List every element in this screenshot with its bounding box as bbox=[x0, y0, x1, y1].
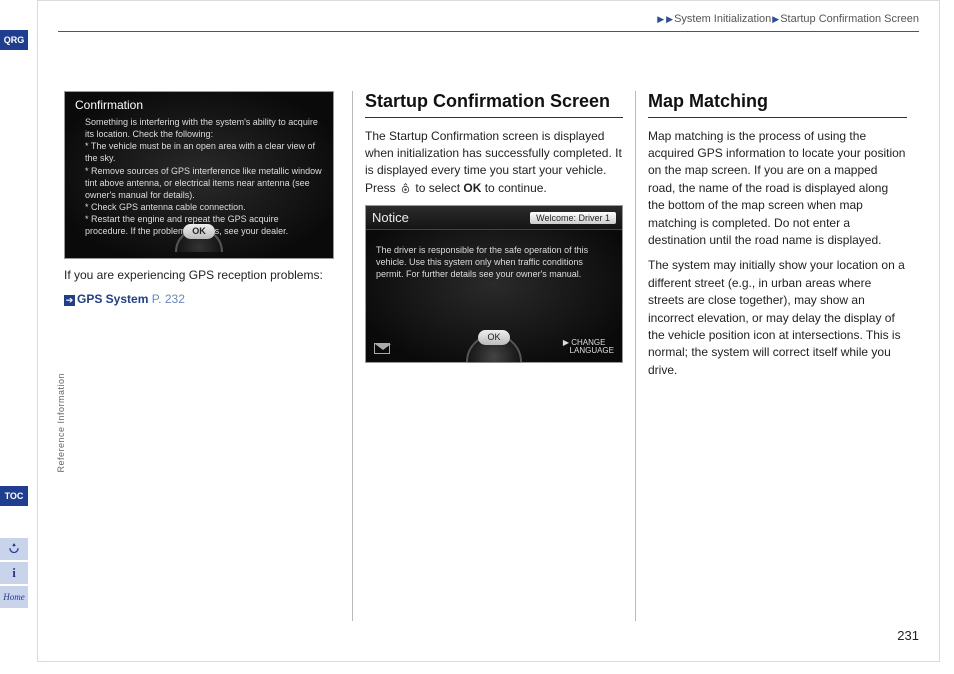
welcome-badge: Welcome: Driver 1 bbox=[530, 212, 616, 224]
dialog-bullet: * Remove sources of GPS interference lik… bbox=[85, 165, 323, 201]
dialog-bullet: * The vehicle must be in an open area wi… bbox=[85, 140, 323, 164]
notice-label: Notice bbox=[372, 210, 409, 225]
change-lang-line2: LANGUAGE bbox=[570, 346, 614, 355]
confirmation-screenshot: Confirmation Something is interfering wi… bbox=[64, 91, 334, 259]
breadcrumb-item[interactable]: System Initialization bbox=[674, 13, 771, 25]
dialog-bullet: * Check GPS antenna cable connection. bbox=[85, 201, 323, 213]
column-1: Confirmation Something is interfering wi… bbox=[64, 91, 352, 621]
text-span: to continue. bbox=[481, 181, 546, 195]
joystick-icon bbox=[399, 182, 412, 195]
chevron-right-icon: ▶ bbox=[665, 14, 674, 24]
cross-reference-link[interactable]: ➔GPS System P. 232 bbox=[64, 292, 338, 306]
chevron-right-icon: ▶ bbox=[656, 14, 665, 24]
voice-icon bbox=[7, 542, 21, 556]
column-2: Startup Confirmation Screen The Startup … bbox=[352, 91, 635, 621]
link-arrow-icon: ➔ bbox=[64, 295, 75, 306]
ok-text: OK bbox=[463, 181, 481, 195]
change-lang-line1: CHANGE bbox=[571, 338, 605, 347]
toc-tab[interactable]: TOC bbox=[0, 486, 28, 506]
section-heading: Startup Confirmation Screen bbox=[365, 91, 623, 118]
page-frame: ▶▶System Initialization▶Startup Confirma… bbox=[37, 0, 940, 662]
notice-message: The driver is responsible for the safe o… bbox=[366, 230, 622, 280]
ref-label: GPS System bbox=[77, 292, 148, 306]
notice-screenshot: Notice Welcome: Driver 1 The driver is r… bbox=[365, 205, 623, 363]
play-icon: ▶ bbox=[563, 338, 571, 347]
content-columns: Confirmation Something is interfering wi… bbox=[64, 91, 919, 621]
dialog-line: Something is interfering with the system… bbox=[85, 116, 323, 140]
dialog-body: Something is interfering with the system… bbox=[75, 116, 323, 237]
breadcrumb-divider bbox=[58, 31, 919, 32]
ok-button[interactable]: OK bbox=[478, 330, 510, 345]
ok-knob: OK bbox=[175, 224, 223, 252]
info-tab[interactable]: i bbox=[0, 562, 28, 584]
screenshot-topbar: Notice Welcome: Driver 1 bbox=[366, 206, 622, 230]
envelope-icon[interactable] bbox=[374, 343, 390, 354]
text-span: to select bbox=[415, 181, 463, 195]
page-number: 231 bbox=[897, 628, 919, 643]
screenshot-bottom-bar: OK ▶ CHANGE LANGUAGE bbox=[366, 326, 622, 362]
qrg-tab[interactable]: QRG bbox=[0, 30, 28, 50]
home-tab[interactable]: Home bbox=[0, 586, 28, 608]
caption-text: If you are experiencing GPS reception pr… bbox=[64, 267, 338, 284]
sidebar-tabs: QRG TOC i Home bbox=[0, 0, 37, 674]
ref-page: P. 232 bbox=[152, 292, 185, 306]
body-paragraph: The system may initially show your locat… bbox=[648, 257, 907, 379]
body-paragraph: The Startup Confirmation screen is displ… bbox=[365, 128, 623, 198]
change-language-button[interactable]: ▶ CHANGE LANGUAGE bbox=[563, 339, 614, 357]
section-heading: Map Matching bbox=[648, 91, 907, 118]
breadcrumb: ▶▶System Initialization▶Startup Confirma… bbox=[656, 13, 919, 25]
ok-button[interactable]: OK bbox=[183, 224, 215, 239]
body-paragraph: Map matching is the process of using the… bbox=[648, 128, 907, 250]
dialog-title: Confirmation bbox=[75, 98, 323, 112]
column-3: Map Matching Map matching is the process… bbox=[635, 91, 919, 621]
ok-knob: OK bbox=[459, 326, 529, 362]
breadcrumb-item[interactable]: Startup Confirmation Screen bbox=[780, 13, 919, 25]
chevron-right-icon: ▶ bbox=[771, 14, 780, 24]
voice-tab[interactable] bbox=[0, 538, 28, 560]
